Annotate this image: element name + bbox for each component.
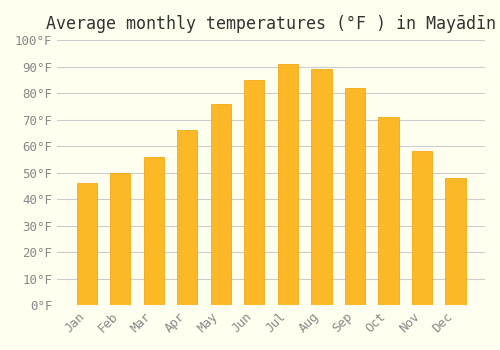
Bar <box>345 88 365 305</box>
Bar <box>312 69 332 305</box>
Bar <box>378 117 398 305</box>
Bar <box>144 157 164 305</box>
Bar <box>77 183 97 305</box>
Bar <box>446 178 466 305</box>
Bar <box>278 64 298 305</box>
Title: Average monthly temperatures (°F ) in Mayādīn: Average monthly temperatures (°F ) in Ma… <box>46 15 496 33</box>
Bar <box>178 130 198 305</box>
Bar <box>412 152 432 305</box>
Bar <box>110 173 130 305</box>
Bar <box>211 104 231 305</box>
Bar <box>244 80 264 305</box>
